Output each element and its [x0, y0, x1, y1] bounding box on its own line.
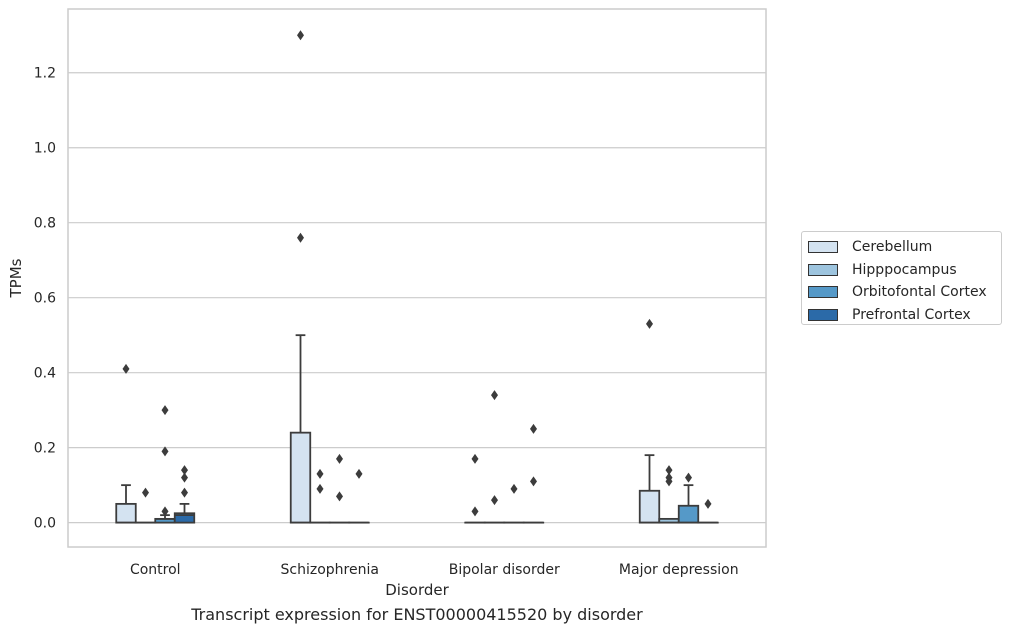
outlier-point	[665, 465, 673, 476]
chart-caption: Transcript expression for ENST0000041552…	[191, 605, 643, 624]
outlier-point	[161, 446, 169, 457]
y-tick-label: 1.2	[34, 66, 56, 82]
legend-swatch	[808, 308, 838, 321]
outlier-point	[142, 487, 149, 498]
outlier-point	[316, 483, 324, 494]
y-tick-label: 0.8	[34, 216, 56, 232]
y-tick-label: 1.0	[34, 141, 56, 157]
x-tick-label: Control	[130, 562, 181, 578]
box-rect	[638, 489, 661, 524]
box-orbitofontal-cortex	[677, 472, 700, 524]
legend-swatch	[808, 286, 838, 299]
outlier-point	[491, 390, 498, 401]
x-tick-label: Schizophrenia	[281, 562, 379, 578]
box-cerebellum	[638, 318, 661, 524]
box-hipppocampus	[658, 465, 680, 524]
y-axis-label: TPMs	[7, 258, 25, 298]
legend-label: Cerebellum	[852, 239, 933, 256]
legend-item: Cerebellum	[808, 236, 1001, 259]
legend-item: Orbitofontal Cortex	[808, 281, 1001, 304]
outlier-point	[685, 472, 692, 483]
outlier-point	[297, 232, 304, 243]
box-prefrontal-cortex	[522, 423, 545, 524]
legend-item: Hipppocampus	[808, 259, 1001, 282]
box-cerebellum	[289, 30, 312, 524]
outlier-point	[122, 363, 130, 374]
box-prefrontal-cortex	[173, 465, 196, 524]
outlier-point	[530, 476, 537, 487]
legend-swatch	[808, 263, 838, 276]
y-tick-label: 0.4	[34, 366, 56, 382]
outlier-point	[704, 498, 712, 509]
outlier-point	[355, 468, 363, 479]
box-rect	[115, 502, 137, 524]
box-rect	[173, 512, 196, 524]
plot-frame	[67, 8, 767, 548]
outlier-point	[646, 318, 653, 329]
y-tick-label: 0.6	[34, 291, 56, 307]
box-cerebellum	[115, 363, 137, 524]
x-tick-label: Bipolar disorder	[449, 562, 560, 578]
outlier-point	[530, 423, 537, 434]
outlier-point	[510, 483, 518, 494]
plot-area	[68, 9, 766, 547]
y-tick-label: 0.2	[34, 441, 56, 457]
y-tick-label: 0.0	[34, 516, 56, 532]
outlier-point	[336, 491, 343, 502]
box-rect	[677, 504, 700, 524]
box-rect	[289, 431, 312, 524]
outlier-point	[181, 465, 188, 476]
outlier-point	[471, 453, 479, 464]
box-prefrontal-cortex	[348, 468, 370, 524]
legend-label: Prefrontal Cortex	[852, 306, 971, 323]
legend-swatch	[808, 241, 838, 254]
legend-label: Hipppocampus	[852, 261, 957, 278]
boxplot-chart: 0.0 0.2 0.4 0.6 0.8 1.0 1.2 Control Schizophreni…	[7, 8, 767, 599]
outlier-point	[491, 495, 498, 506]
outlier-point	[161, 405, 169, 416]
x-tick-label: Major depression	[619, 562, 739, 578]
outlier-point	[316, 468, 324, 479]
outlier-point	[297, 30, 304, 41]
outlier-point	[161, 506, 169, 517]
legend: Cerebellum Hipppocampus Orbitofontal Corte…	[801, 231, 1002, 325]
outlier-point	[181, 472, 188, 483]
outlier-point	[665, 476, 673, 487]
box-orbitofontal-cortex	[328, 453, 351, 524]
x-axis-label: Disorder	[385, 581, 449, 599]
legend-item: Prefrontal Cortex	[808, 304, 1001, 327]
legend-label: Orbitofontal Cortex	[852, 284, 987, 301]
outlier-point	[181, 487, 188, 498]
outlier-point	[336, 453, 343, 464]
outlier-point	[471, 506, 479, 517]
box-prefrontal-cortex	[697, 498, 719, 524]
